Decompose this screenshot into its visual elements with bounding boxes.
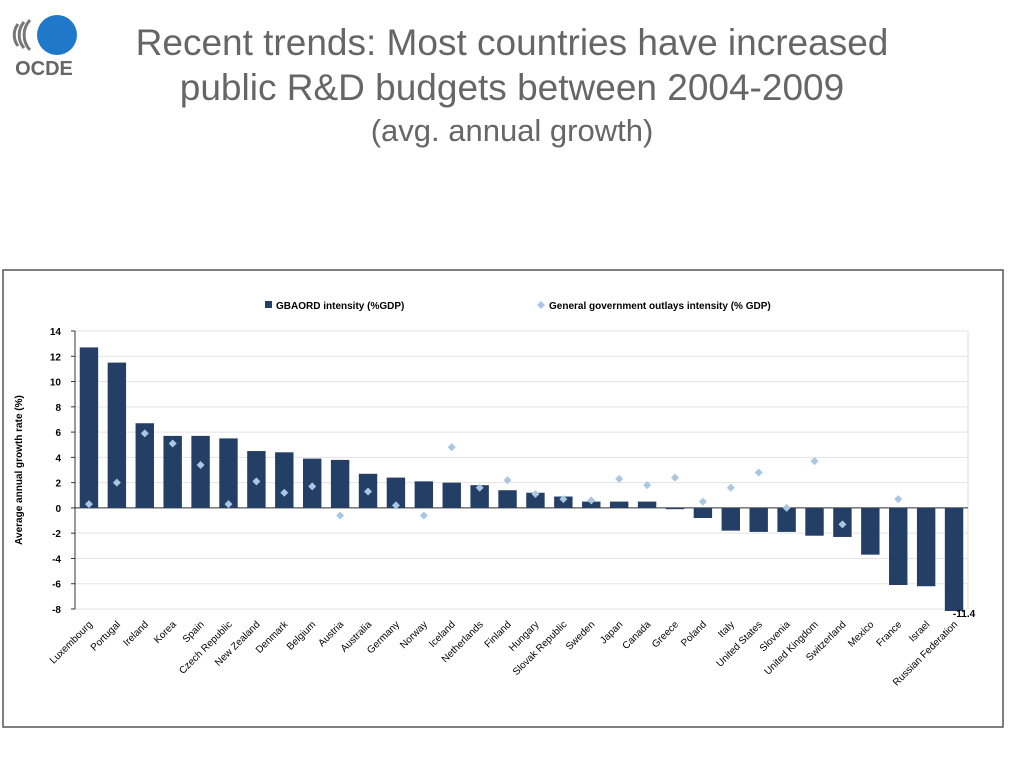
bar [749, 507, 768, 532]
legend-swatch [537, 301, 545, 309]
bar [916, 507, 936, 587]
diamond-marker [559, 495, 568, 504]
bar [191, 435, 210, 508]
y-tick-label: -6 [52, 580, 61, 591]
diamond-marker [615, 474, 624, 483]
bar [889, 507, 908, 585]
diamond-marker [447, 443, 456, 452]
bar [944, 507, 964, 611]
diamond-marker [726, 483, 735, 492]
diamond-marker [140, 429, 149, 438]
legend-label: GBAORD intensity (%GDP) [276, 301, 404, 312]
bar [79, 347, 99, 508]
chart-subtitle: (avg. annual growth) [370, 113, 654, 148]
diamond-marker [280, 488, 289, 497]
y-tick-label: -4 [52, 554, 61, 565]
chart-title: Recent trends: Most countries have incre… [135, 22, 889, 108]
diamond-marker [754, 468, 763, 477]
y-tick-label: 0 [55, 504, 61, 515]
bar [805, 507, 824, 536]
diamond-marker [168, 439, 177, 448]
bar [219, 438, 238, 508]
diamond-marker [224, 500, 233, 509]
y-tick-label: 4 [55, 453, 61, 464]
diamond-marker [670, 473, 679, 482]
y-tick-label: 10 [50, 378, 62, 389]
diamond-marker [782, 503, 791, 512]
bar [693, 507, 713, 519]
diamond-marker [503, 476, 512, 485]
logo-arcs [12, 18, 32, 52]
diamond-marker [112, 478, 121, 487]
diamond-marker [475, 483, 484, 492]
bar [721, 507, 741, 531]
bar [498, 490, 517, 508]
title-box: Recent trends: Most countries have incre… [135, 22, 889, 148]
bar [163, 435, 182, 508]
diamond-marker [391, 501, 400, 510]
diamond-marker [308, 482, 317, 491]
diamond-marker [587, 496, 596, 505]
diamond-marker [894, 495, 903, 504]
y-tick-label: 2 [55, 479, 61, 490]
bar [107, 362, 127, 508]
diamond-marker [838, 520, 847, 529]
logo-circle [37, 15, 77, 55]
bar [386, 477, 406, 508]
diamond-marker [364, 487, 373, 496]
y-tick-label: 8 [55, 403, 61, 414]
diamond-marker [643, 481, 652, 490]
diamond-marker [419, 511, 428, 520]
bar [442, 482, 461, 508]
diamond-marker [84, 500, 93, 509]
bar [330, 459, 350, 508]
diamond-marker [196, 460, 205, 469]
bar [582, 501, 601, 508]
diamond-marker [810, 457, 819, 466]
legend-label: General government outlays intensity (% … [549, 301, 771, 312]
bar [135, 423, 154, 508]
diamond-marker [336, 511, 345, 520]
logo: OCDE [12, 15, 77, 80]
bar [609, 501, 629, 508]
diamond-marker [252, 477, 261, 486]
data-label: -11.4 [953, 609, 976, 620]
y-tick-label: -8 [52, 605, 61, 616]
legend-swatch [265, 301, 272, 308]
diamond-marker [531, 490, 540, 499]
bar [275, 452, 294, 508]
y-tick-label: -2 [52, 529, 61, 540]
bar [637, 501, 657, 508]
bar [414, 481, 434, 508]
bar [526, 492, 545, 508]
y-tick-label: 12 [50, 352, 62, 363]
bar [777, 507, 796, 532]
y-axis-title: Average annual growth rate (%) [14, 395, 25, 545]
bar [861, 507, 880, 555]
diamond-marker [698, 497, 707, 506]
bar [470, 485, 489, 508]
bar [665, 507, 685, 510]
y-tick-label: 14 [50, 327, 62, 338]
logo-text: OCDE [15, 58, 73, 80]
y-tick-label: 6 [55, 428, 61, 439]
